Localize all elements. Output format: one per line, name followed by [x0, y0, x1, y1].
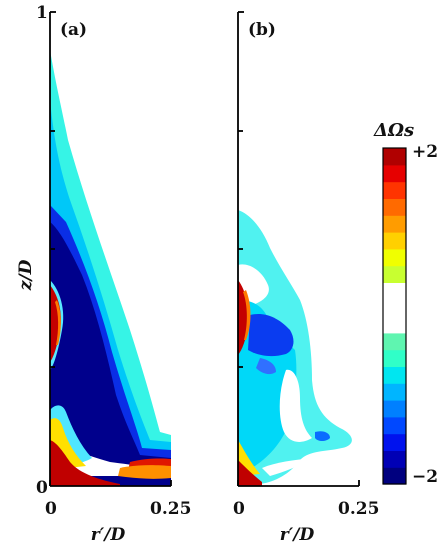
- colorbar-min-label: −2: [412, 467, 438, 487]
- panel-b-white-hole-right: [279, 369, 312, 442]
- colorbar-swatch: [383, 316, 406, 334]
- y-axis-title: z/D: [16, 259, 36, 291]
- panel-b-x-tick-025: 0.25: [338, 499, 379, 519]
- y-tick-top: 1: [36, 3, 48, 23]
- colorbar-swatch: [383, 400, 406, 418]
- colorbar-swatch: [383, 265, 406, 283]
- colorbar-swatch: [383, 232, 406, 250]
- colorbar-swatch: [383, 282, 406, 300]
- panel-b-x-tick-0: 0: [233, 499, 245, 519]
- panel-a-x-tick-0: 0: [45, 499, 57, 519]
- colorbar-swatch: [383, 248, 406, 267]
- panel-a-dark-blue-region: [50, 222, 171, 486]
- colorbar-title: ΔΩs: [373, 120, 414, 141]
- colorbar-swatch: [383, 383, 406, 401]
- colorbar-swatch: [383, 299, 406, 317]
- colorbar-swatch: [383, 433, 406, 451]
- panel-b-blue-right-spot: [315, 431, 330, 441]
- panel-a-axes: [49, 11, 172, 487]
- colorbar-swatch: [383, 332, 406, 351]
- colorbar-swatch: [383, 215, 406, 233]
- panel-a-label: (a): [60, 20, 87, 40]
- colorbar-swatch: [383, 181, 406, 199]
- colorbar-swatch: [383, 366, 406, 384]
- colorbar-swatch: [383, 148, 406, 166]
- panel-b-blue-band-2: [256, 358, 276, 375]
- panel-b-x-axis-title: r′/D: [280, 525, 315, 545]
- panel-b-blue-band: [248, 313, 294, 357]
- colorbar-max-label: +2: [412, 142, 438, 162]
- y-tick-bottom: 0: [36, 478, 48, 498]
- panel-a-contours: [50, 50, 171, 486]
- panel-b-orange-left-lobe: [243, 290, 251, 340]
- colorbar-swatch: [383, 416, 406, 435]
- colorbar-swatch: [383, 164, 406, 183]
- panel-b-contours: [238, 210, 352, 486]
- colorbar-swatch: [383, 198, 406, 216]
- panel-b-red-bottom: [238, 460, 262, 486]
- colorbar-swatch: [383, 450, 406, 468]
- panel-a-orange-bottom-right: [118, 465, 171, 479]
- colorbar-frame: [382, 147, 407, 485]
- panel-a-red-bottom-lobe: [50, 440, 120, 486]
- colorbar-swatch: [383, 349, 406, 367]
- panel-b-white-bottom: [262, 458, 312, 476]
- panel-b-axes: [237, 11, 360, 487]
- panel-a-x-axis-title: r′/D: [91, 525, 126, 545]
- panel-a-x-tick-025: 0.25: [150, 499, 191, 519]
- colorbar: [383, 148, 406, 485]
- colorbar-swatch: [383, 467, 406, 485]
- panel-b-label: (b): [248, 20, 276, 40]
- panel-a-orange-edge: [55, 300, 61, 345]
